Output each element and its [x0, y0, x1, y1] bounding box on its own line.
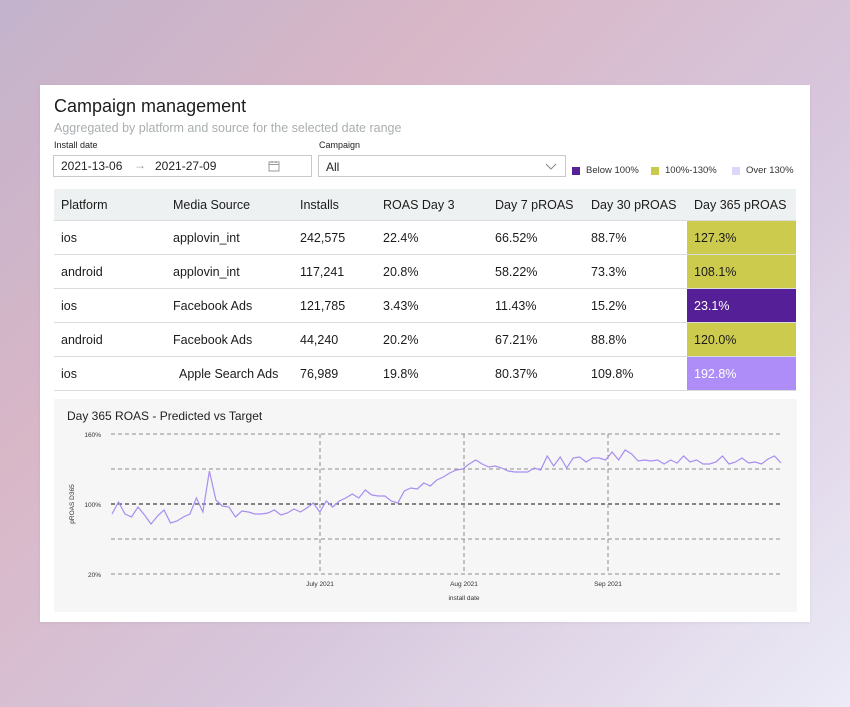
legend-label-over: Over 130% [746, 165, 794, 176]
table-row[interactable]: ios Apple Search Ads 76,989 19.8% 80.37%… [54, 356, 796, 391]
table-row[interactable]: ios Facebook Ads 121,785 3.43% 11.43% 15… [54, 288, 796, 323]
cell-media-source: applovin_int [166, 254, 293, 289]
arrow-right-icon: → [134, 158, 146, 172]
cell-roas-day3: 19.8% [376, 356, 488, 391]
legend-swatch-mid [651, 166, 659, 175]
date-range-picker[interactable]: 2021-13-06 → 2021-27-09 [53, 155, 312, 177]
cell-day365: 23.1% [687, 288, 796, 323]
col-day30-proas[interactable]: Day 30 pROAS [584, 189, 687, 221]
col-platform[interactable]: Platform [54, 189, 166, 221]
roas-line-chart: 160% 100% 20% July 2021 Aug 2021 Sep 2021 inst… [69, 432, 782, 602]
cell-platform: android [54, 254, 166, 289]
calendar-icon[interactable] [268, 160, 280, 175]
campaign-select-value: All [326, 160, 340, 174]
y-tick-label: 100% [84, 502, 101, 509]
cell-day30: 88.7% [584, 220, 687, 255]
cell-day365: 108.1% [687, 254, 796, 289]
cell-media-source: Apple Search Ads [166, 356, 293, 391]
y-tick-label: 20% [88, 572, 101, 579]
cell-installs: 117,241 [293, 254, 376, 289]
legend-mid: 100%-130% [651, 165, 717, 176]
x-tick-label: Aug 2021 [450, 581, 478, 588]
cell-day30: 109.8% [584, 356, 687, 391]
col-media-source[interactable]: Media Source [166, 189, 293, 221]
roas-chart-panel: Day 365 ROAS - Predicted vs Target 160% 1… [54, 399, 797, 612]
legend-swatch-over [732, 166, 740, 175]
col-day365-proas[interactable]: Day 365 pROAS [687, 189, 796, 221]
cell-roas-day3: 22.4% [376, 220, 488, 255]
cell-platform: ios [54, 288, 166, 323]
cell-roas-day3: 20.8% [376, 254, 488, 289]
legend-label-below: Below 100% [586, 165, 639, 176]
cell-installs: 44,240 [293, 322, 376, 357]
col-day7-proas[interactable]: Day 7 pROAS [488, 189, 584, 221]
campaign-label: Campaign [319, 140, 361, 150]
y-axis-label: pROAS D365 [69, 484, 76, 524]
start-date-value[interactable]: 2021-13-06 [61, 159, 123, 173]
cell-installs: 242,575 [293, 220, 376, 255]
page-subtitle: Aggregated by platform and source for th… [54, 121, 402, 135]
cell-platform: ios [54, 220, 166, 255]
campaign-table: Platform Media Source Installs ROAS Day … [54, 189, 796, 391]
cell-day7: 80.37% [488, 356, 584, 391]
install-date-label: Install date [54, 140, 98, 150]
y-tick-label: 160% [84, 432, 101, 439]
table-row[interactable]: ios applovin_int 242,575 22.4% 66.52% 88… [54, 220, 796, 255]
x-axis-label: install date [448, 595, 479, 602]
cell-day7: 67.21% [488, 322, 584, 357]
legend-label-mid: 100%-130% [665, 165, 717, 176]
page-title: Campaign management [54, 96, 247, 116]
cell-media-source: Facebook Ads [166, 288, 293, 323]
cell-roas-day3: 3.43% [376, 288, 488, 323]
cell-media-source: Facebook Ads [166, 322, 293, 357]
cell-day30: 88.8% [584, 322, 687, 357]
legend-swatch-below [572, 166, 580, 175]
col-roas-day3[interactable]: ROAS Day 3 [376, 189, 488, 221]
cell-installs: 76,989 [293, 356, 376, 391]
end-date-value[interactable]: 2021-27-09 [155, 159, 217, 173]
table-header-row: Platform Media Source Installs ROAS Day … [54, 189, 796, 221]
cell-day7: 58.22% [488, 254, 584, 289]
cell-day365: 127.3% [687, 220, 796, 255]
cell-day30: 15.2% [584, 288, 687, 323]
campaign-card: Campaign management Aggregated by platfo… [40, 85, 810, 622]
cell-day365: 120.0% [687, 322, 796, 357]
series-line [111, 449, 782, 525]
table-row[interactable]: android applovin_int 117,241 20.8% 58.22… [54, 254, 796, 289]
table-row[interactable]: android Facebook Ads 44,240 20.2% 67.21%… [54, 322, 796, 357]
cell-roas-day3: 20.2% [376, 322, 488, 357]
cell-platform: ios [54, 356, 166, 391]
x-tick-label: July 2021 [306, 581, 334, 588]
cell-day365: 192.8% [687, 356, 796, 391]
chevron-down-icon [545, 160, 557, 174]
cell-media-source: applovin_int [166, 220, 293, 255]
cell-day30: 73.3% [584, 254, 687, 289]
cell-day7: 66.52% [488, 220, 584, 255]
x-tick-label: Sep 2021 [594, 581, 622, 588]
cell-day7: 11.43% [488, 288, 584, 323]
campaign-select[interactable]: All [318, 155, 566, 177]
cell-platform: android [54, 322, 166, 357]
legend-below: Below 100% [572, 165, 639, 176]
chart-title: Day 365 ROAS - Predicted vs Target [67, 409, 263, 423]
cell-installs: 121,785 [293, 288, 376, 323]
legend-over: Over 130% [732, 165, 794, 176]
col-installs[interactable]: Installs [293, 189, 376, 221]
